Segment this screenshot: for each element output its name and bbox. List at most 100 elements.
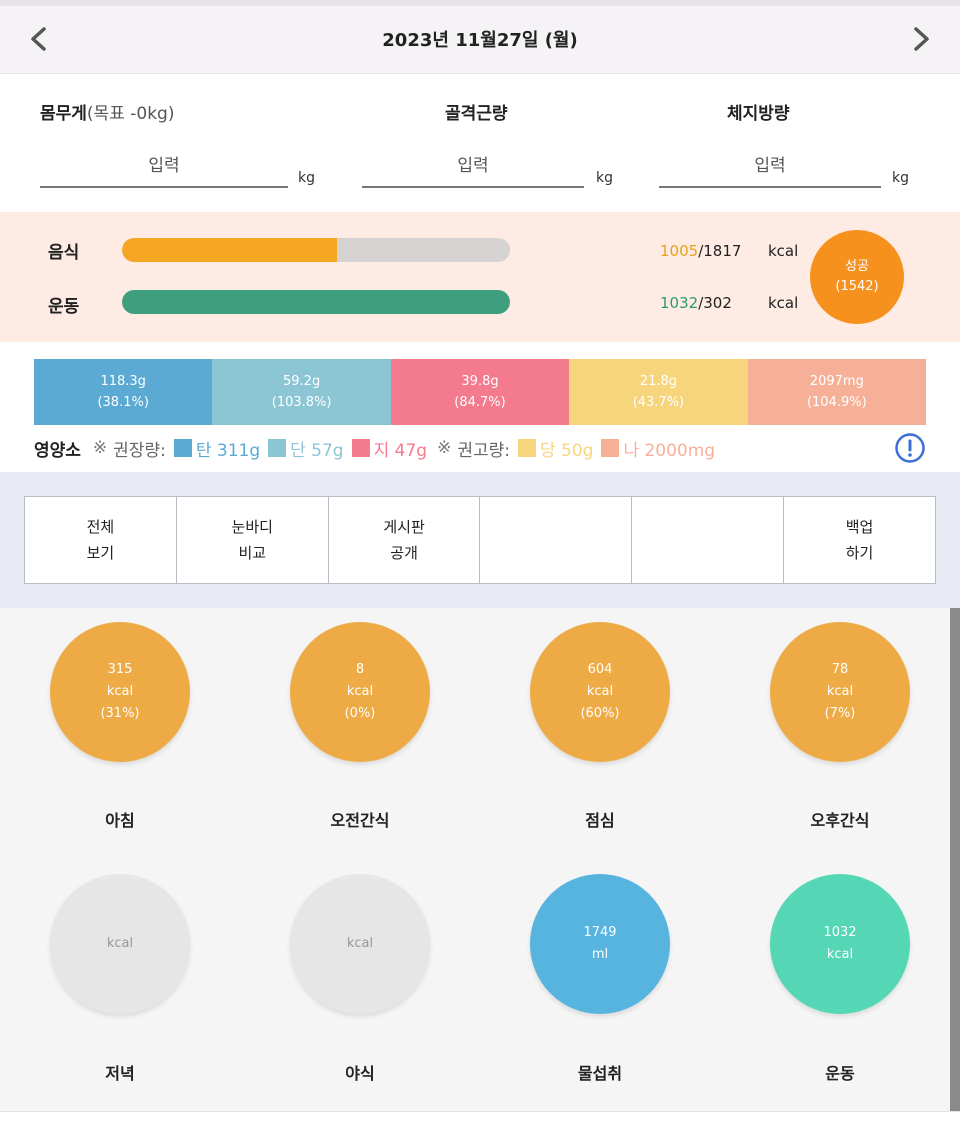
backup-button[interactable]: 백업 하기 xyxy=(784,497,935,583)
meal-value: 604 xyxy=(587,662,613,677)
exercise-circle[interactable]: 1032 kcal xyxy=(770,874,910,1014)
dinner-label: 저녁 xyxy=(105,1064,135,1083)
muscle-input[interactable] xyxy=(362,146,584,188)
chevron-left-icon[interactable] xyxy=(24,24,54,54)
nutrient-summary: 118.3g (38.1%) 59.2g (103.8%) 39.8g (84.… xyxy=(0,342,960,472)
legend-swatch xyxy=(268,439,287,457)
meal-unit: kcal xyxy=(106,936,134,951)
nutrient-sugar[interactable]: 21.8g (43.7%) xyxy=(569,359,748,425)
legend-sodium: 나 2000mg xyxy=(623,440,716,461)
lunch-label: 점심 xyxy=(585,811,615,830)
note-mark: ※ xyxy=(437,438,452,458)
body-compare-button[interactable]: 눈바디 비교 xyxy=(177,497,329,583)
meal-percent: (60%) xyxy=(580,706,620,721)
lunch-circle[interactable]: 604 kcal (60%) xyxy=(530,622,670,762)
empty-action-slot[interactable] xyxy=(480,497,633,583)
legend-swatch xyxy=(351,439,370,457)
nutrient-protein[interactable]: 59.2g (103.8%) xyxy=(212,359,391,425)
note-mark: ※ xyxy=(92,438,108,458)
breakfast-circle[interactable]: 315 kcal (31%) xyxy=(50,622,190,762)
nutrient-amount: 2097mg xyxy=(809,374,864,389)
muscle-label: 골격근량 xyxy=(445,104,508,124)
legend-carbs: 탄 311g xyxy=(195,440,261,461)
nutrient-amount: 21.8g xyxy=(639,374,678,389)
late-snack-circle[interactable]: kcal xyxy=(290,874,430,1014)
date-title: 2023년 11월27일 (월) xyxy=(382,30,578,51)
status-badge[interactable]: 성공 (1542) xyxy=(810,230,904,324)
view-all-button[interactable]: 전체 보기 xyxy=(25,497,177,583)
nutrient-title: 영양소 xyxy=(34,440,81,461)
chevron-right-icon[interactable] xyxy=(906,24,936,54)
meal-percent: (7%) xyxy=(824,706,856,721)
limit-label: 권고량: xyxy=(457,440,510,461)
meal-value: 1749 xyxy=(583,925,617,940)
exercise-label-bottom: 운동 xyxy=(825,1064,855,1083)
exercise-unit: kcal xyxy=(768,294,799,312)
exercise-current: 1032 xyxy=(660,294,699,312)
meal-unit: kcal xyxy=(826,947,854,962)
button-label: 전체 xyxy=(86,518,115,536)
nutrient-sodium[interactable]: 2097mg (104.9%) xyxy=(747,359,927,425)
actions-section: 전체 보기 눈바디 비교 게시판 공개 백업 하기 xyxy=(0,472,960,608)
food-label: 음식 xyxy=(48,243,80,263)
weight-label: 몸무게(목표 -0kg) xyxy=(40,99,174,124)
morning-snack-circle[interactable]: 8 kcal (0%) xyxy=(290,622,430,762)
nutrient-percent: (84.7%) xyxy=(454,395,506,410)
morning-snack-label: 오전간식 xyxy=(330,811,390,830)
meal-unit: kcal xyxy=(586,684,614,699)
nutrient-percent: (43.7%) xyxy=(632,395,685,410)
action-grid: 전체 보기 눈바디 비교 게시판 공개 백업 하기 xyxy=(24,496,936,584)
nutrient-legend: 영양소 ※ 권장량: 탄 311g 단 57g 지 47g ※ 권고량: 당 5… xyxy=(34,436,716,461)
board-public-button[interactable]: 게시판 공개 xyxy=(329,497,481,583)
meal-unit: kcal xyxy=(106,684,134,699)
fat-input[interactable] xyxy=(659,146,881,188)
empty-action-slot[interactable] xyxy=(632,497,785,583)
button-label: 비교 xyxy=(238,544,267,562)
meal-value: 8 xyxy=(355,662,365,677)
status-value: (1542) xyxy=(835,279,879,294)
legend-protein: 단 57g xyxy=(290,440,344,461)
breakfast-label: 아침 xyxy=(105,811,135,830)
exercise-progress-fill xyxy=(122,290,510,314)
weight-label-text: 몸무게 xyxy=(40,104,87,124)
bottom-edge xyxy=(0,1111,960,1129)
button-label: 하기 xyxy=(845,544,874,562)
button-label: 눈바디 xyxy=(231,518,273,536)
exercise-label: 운동 xyxy=(48,297,80,317)
food-unit: kcal xyxy=(768,242,799,260)
button-label: 백업 xyxy=(845,518,874,536)
muscle-unit: kg xyxy=(596,170,613,186)
water-intake-circle[interactable]: 1749 ml xyxy=(530,874,670,1014)
weight-goal: (목표 -0kg) xyxy=(86,104,175,124)
meal-grid: 315 kcal (31%) 아침 8 kcal (0%) 오전간식 604 k… xyxy=(0,608,950,1111)
top-bar: 2023년 11월27일 (월) xyxy=(0,0,960,74)
afternoon-snack-label: 오후간식 xyxy=(810,811,870,830)
status-text: 성공 xyxy=(845,259,869,274)
food-current: 1005 xyxy=(660,242,699,260)
legend-fat: 지 47g xyxy=(373,440,428,461)
meal-value: 315 xyxy=(107,662,133,677)
nutrient-carbs[interactable]: 118.3g (38.1%) xyxy=(34,359,213,425)
dinner-circle[interactable]: kcal xyxy=(50,874,190,1014)
button-label: 게시판 xyxy=(383,518,425,536)
nutrient-amount: 39.8g xyxy=(461,374,499,389)
legend-swatch xyxy=(601,439,620,457)
late-snack-label: 야식 xyxy=(345,1064,375,1083)
nutrient-fat[interactable]: 39.8g (84.7%) xyxy=(390,359,570,425)
recommended-label: 권장량: xyxy=(113,440,166,461)
fat-unit: kg xyxy=(892,170,909,186)
info-icon[interactable] xyxy=(894,432,926,464)
food-progress-fill xyxy=(122,238,337,262)
food-calories: 1005/1817 xyxy=(660,242,741,260)
water-intake-label: 물섭취 xyxy=(577,1064,623,1083)
scrollbar[interactable] xyxy=(950,608,960,1111)
meal-unit: kcal xyxy=(826,684,854,699)
button-label: 보기 xyxy=(86,544,115,562)
afternoon-snack-circle[interactable]: 78 kcal (7%) xyxy=(770,622,910,762)
legend-swatch xyxy=(173,439,192,457)
meal-unit: kcal xyxy=(346,684,374,699)
weight-input[interactable] xyxy=(40,146,288,188)
nutrient-amount: 118.3g xyxy=(100,374,146,389)
calorie-summary: 음식 1005/1817 kcal 운동 1032/302 kcal 성공 (1… xyxy=(0,212,960,342)
exercise-target: /302 xyxy=(698,294,732,312)
